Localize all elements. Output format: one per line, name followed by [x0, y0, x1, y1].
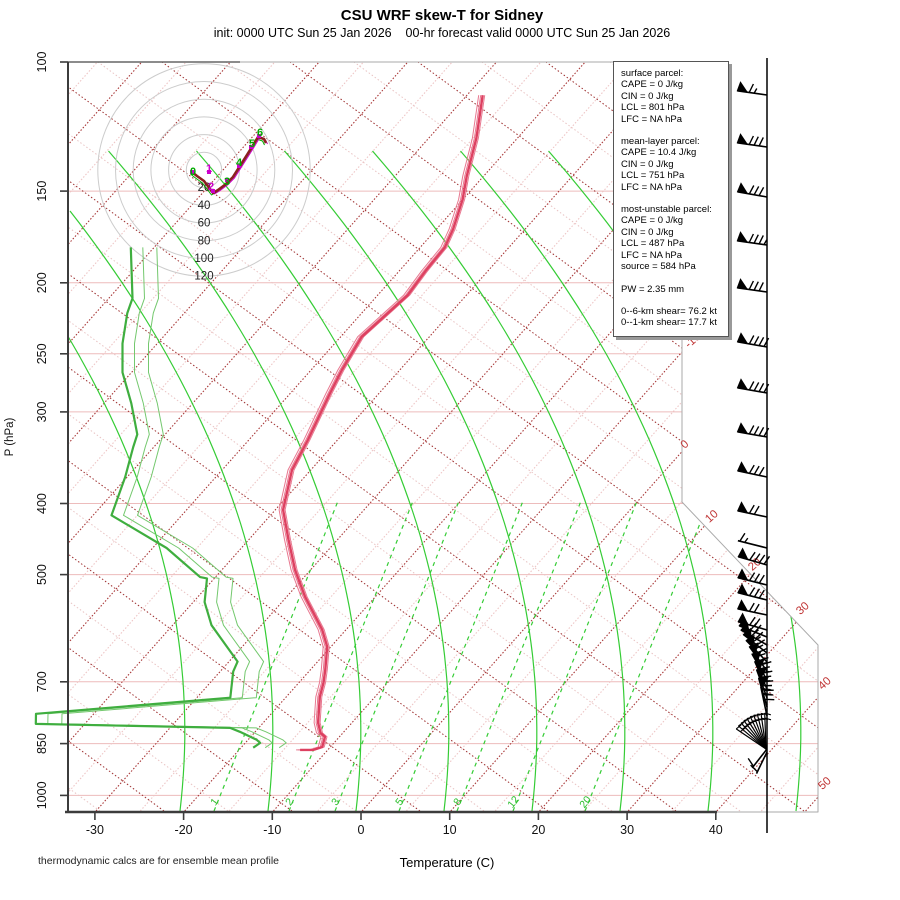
- svg-text:100: 100: [194, 253, 213, 265]
- svg-text:150: 150: [35, 181, 49, 202]
- wind-barbs: [735, 58, 775, 833]
- temperature-profile: [278, 95, 486, 752]
- svg-text:30: 30: [794, 600, 812, 617]
- svg-text:40: 40: [816, 675, 834, 692]
- svg-text:1: 1: [208, 796, 221, 808]
- surface-parcel-info: surface parcel: CAPE = 0 J/kg CIN = 0 J/…: [621, 68, 685, 125]
- svg-text:120: 120: [194, 271, 213, 283]
- svg-text:700: 700: [35, 671, 49, 692]
- svg-text:3: 3: [224, 176, 230, 188]
- parcel-info-box: surface parcel: CAPE = 0 J/kg CIN = 0 J/…: [613, 61, 729, 337]
- x-axis-title: Temperature (C): [399, 855, 495, 870]
- svg-text:5: 5: [249, 138, 255, 150]
- svg-text:80: 80: [198, 235, 211, 247]
- svg-text:0: 0: [679, 438, 692, 451]
- svg-text:-10: -10: [263, 823, 281, 837]
- svg-text:40: 40: [709, 823, 723, 837]
- svg-text:250: 250: [35, 343, 49, 364]
- svg-text:30: 30: [620, 823, 634, 837]
- svg-text:300: 300: [35, 401, 49, 422]
- svg-text:20: 20: [746, 556, 764, 573]
- svg-text:50: 50: [816, 775, 834, 792]
- footer-note: thermodynamic calcs are for ensemble mea…: [38, 855, 280, 867]
- svg-text:4: 4: [236, 157, 243, 169]
- svg-text:0: 0: [358, 823, 365, 837]
- mean-layer-parcel-info: mean-layer parcel: CAPE = 10.4 J/kg CIN …: [621, 136, 700, 193]
- svg-text:10: 10: [703, 508, 721, 525]
- svg-text:10: 10: [443, 823, 457, 837]
- svg-text:-20: -20: [175, 823, 193, 837]
- svg-text:6: 6: [257, 127, 263, 139]
- chart-title: CSU WRF skew-T for Sidney: [340, 7, 544, 24]
- svg-text:500: 500: [35, 564, 49, 585]
- svg-text:200: 200: [35, 272, 49, 293]
- svg-text:3: 3: [329, 796, 342, 808]
- svg-text:100: 100: [35, 52, 49, 73]
- precipitable-water-info: PW = 2.35 mm: [621, 283, 685, 295]
- svg-text:40: 40: [198, 200, 211, 212]
- svg-text:20: 20: [531, 823, 545, 837]
- svg-text:2: 2: [208, 181, 214, 193]
- svg-text:5: 5: [393, 796, 406, 808]
- svg-text:850: 850: [35, 733, 49, 754]
- svg-text:1: 1: [206, 163, 212, 175]
- svg-text:1000: 1000: [35, 781, 49, 809]
- dewpoint-profile: [34, 247, 287, 749]
- svg-text:-30: -30: [86, 823, 104, 837]
- svg-text:P (hPa): P (hPa): [4, 417, 16, 456]
- svg-text:0: 0: [190, 166, 196, 178]
- shear-info: 0--6-km shear= 76.2 kt 0--1-km shear= 17…: [621, 305, 717, 329]
- svg-text:60: 60: [198, 218, 211, 230]
- most-unstable-parcel-info: most-unstable parcel: CAPE = 0 J/kg CIN …: [621, 204, 712, 273]
- axes: -30 -20 -10 0 10 20 30 401001502002503004005007…: [4, 52, 723, 837]
- chart-subtitle: init: 0000 UTC Sun 25 Jan 2026 00-hr for…: [213, 26, 671, 40]
- svg-text:400: 400: [35, 493, 49, 514]
